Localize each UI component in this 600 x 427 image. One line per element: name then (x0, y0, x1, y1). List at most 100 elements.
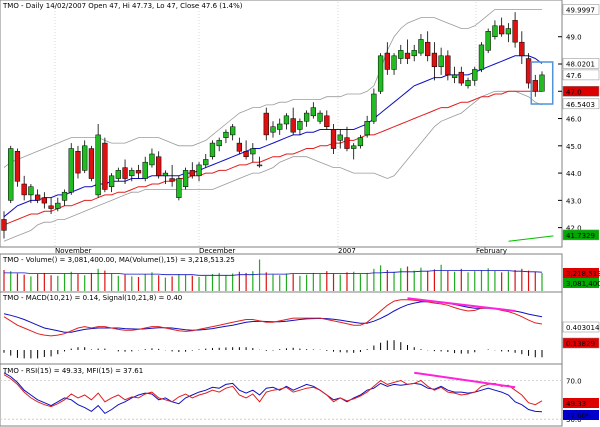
macd-tag-0 (562, 321, 600, 333)
candle-body-72 (485, 31, 491, 51)
rsi-mfi-lines (3, 371, 543, 415)
candle-body-13 (88, 148, 95, 179)
candle-body-18 (122, 167, 128, 179)
rsi-tag-label-1: 37.609 (566, 412, 591, 420)
candle-body-50 (337, 134, 343, 141)
moving-average-red-line (3, 90, 542, 226)
candle-body-47 (317, 112, 323, 122)
candle-body-27 (182, 170, 189, 187)
candle-body-66 (445, 55, 451, 76)
price-tick-label-4: 45.0 (566, 143, 582, 151)
rsi-caption: TMO - RSI(15) = 49.33, MFI(15) = 37.61 (2, 367, 143, 375)
candle-body-65 (438, 55, 444, 67)
candle-body-19 (129, 170, 135, 177)
candle-body-26 (176, 178, 182, 198)
price-tag-5 (562, 229, 600, 241)
candle-body-28 (189, 170, 195, 177)
candle-body-15 (102, 142, 108, 190)
price-tag-3 (562, 86, 600, 97)
candle-body-24 (162, 172, 169, 177)
candle-body-5 (34, 194, 41, 201)
candle-body-79 (532, 80, 538, 92)
macd-histogram (3, 340, 543, 359)
candle-body-56 (377, 55, 384, 92)
candle-body-33 (223, 131, 229, 138)
rsi-tags: 49.33 37.609 (563, 398, 599, 420)
volume-caption: TMO - Volume() = 3,081,400.00, MA(Volume… (2, 256, 235, 264)
candle-body-12 (82, 145, 88, 171)
rsi-tag-0 (563, 398, 599, 408)
price-tag-label-5: 41.7329 (566, 232, 595, 240)
price-tag-label-4: 46.5403 (566, 101, 595, 109)
price-tick-label-6: 43.0 (566, 197, 582, 205)
volume-ma-line-path (4, 270, 543, 276)
macd-tag-label-0: 0.403014 (566, 324, 600, 332)
volume-tag-0 (563, 268, 599, 278)
price-tag-label-0: 49.9997 (566, 6, 595, 14)
candle-body-62 (418, 39, 424, 54)
candle-body-51 (344, 137, 350, 149)
macd-caption: TMO - MACD(10,21) = 0.14, Signal(10,21,8… (2, 294, 182, 302)
macd-panel (0, 291, 563, 365)
chart-title: TMO - Daily 14/02/2007 Open 47, Hi 47.73… (2, 2, 243, 10)
candle-body-53 (357, 137, 364, 147)
candle-body-80 (539, 74, 545, 92)
macd-tag-label-1: 0.13829 (566, 340, 595, 348)
price-tick-label-0: 49.0 (566, 34, 582, 42)
candle-body-25 (169, 178, 175, 182)
candlesticks (1, 12, 545, 239)
candle-body-4 (28, 186, 34, 196)
candle-body-14 (95, 134, 101, 196)
green-trend-line (508, 235, 554, 242)
candle-body-59 (398, 50, 404, 59)
candle-body-46 (310, 107, 317, 117)
price-tag-label-2: 47.6 (566, 72, 582, 80)
price-tag-label-1: 48.0201 (566, 60, 595, 68)
price-panel (0, 0, 563, 248)
candle-body-41 (277, 123, 283, 130)
rsi-line (3, 374, 543, 408)
price-tick-label-7: 42.0 (566, 225, 582, 233)
price-tag-0 (562, 4, 600, 15)
candle-body-9 (61, 191, 68, 201)
candle-body-36 (243, 151, 249, 157)
candle-body-77 (519, 41, 525, 57)
macd-tags: 0.403014 0.13829 (562, 321, 600, 349)
candle-body-69 (465, 80, 471, 87)
volume-tag-1 (563, 278, 599, 288)
price-tick-label-5: 44.0 (566, 170, 582, 178)
candle-body-49 (330, 129, 337, 149)
candle-body-68 (458, 71, 464, 84)
x-label-2007: 2007 (338, 247, 356, 255)
candle-body-42 (283, 115, 290, 125)
candle-body-31 (209, 142, 216, 157)
bollinger-upper-line (3, 9, 542, 168)
volume-tag-label-0: 3,218,513 (566, 270, 600, 278)
rsi-tick-label-1: 30.0 (566, 416, 582, 424)
rsi-tick-label-0: 70.0 (566, 378, 582, 386)
candle-body-17 (115, 170, 121, 179)
candle-body-45 (303, 112, 310, 122)
candle-body-55 (371, 93, 377, 122)
candle-body-40 (270, 126, 276, 133)
candle-body-57 (384, 52, 390, 70)
candle-body-64 (431, 52, 438, 67)
candle-body-21 (142, 161, 148, 179)
volume-tags: 3,218,513 3,081,400 (563, 268, 600, 288)
candle-body-29 (196, 164, 202, 177)
candle-body-10 (68, 148, 74, 193)
candle-body-30 (203, 159, 209, 166)
candle-body-44 (297, 121, 303, 130)
candle-body-43 (290, 118, 296, 133)
macd-line (3, 299, 543, 337)
price-tick-label-3: 46.0 (566, 116, 582, 124)
date-axis-labels: November December 2007 February (55, 247, 507, 255)
candle-body-2 (14, 151, 21, 182)
candle-body-58 (391, 55, 397, 70)
candle-body-38 (256, 164, 263, 167)
candle-body-7 (48, 205, 54, 209)
candle-body-1 (8, 148, 14, 201)
candle-body-8 (55, 202, 61, 209)
macd-tag-1 (562, 337, 600, 349)
